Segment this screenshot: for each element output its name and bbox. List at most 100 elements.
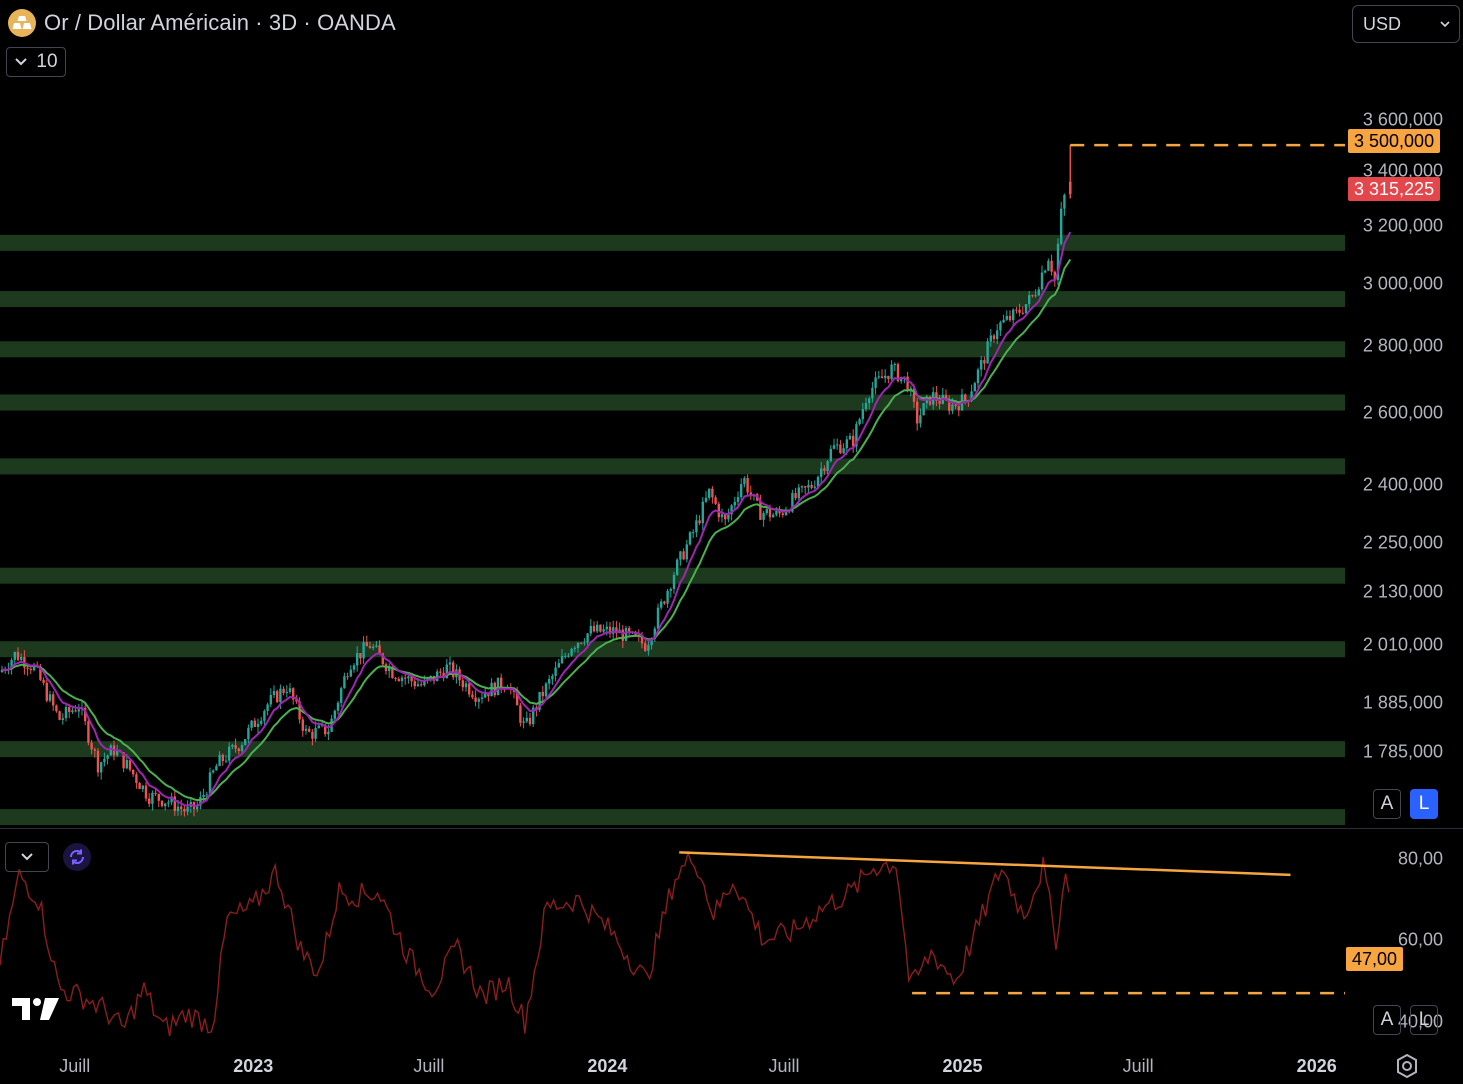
candle-body: [532, 707, 535, 725]
candle-body: [599, 624, 602, 632]
candle-body: [324, 724, 327, 735]
candle-body: [596, 624, 599, 632]
gold-bars-icon[interactable]: [8, 9, 36, 37]
rsi-level-tag: 47,00: [1346, 947, 1404, 971]
candle-body: [842, 448, 845, 454]
candle-body: [359, 653, 362, 659]
candle-body: [132, 769, 135, 775]
candle-body: [224, 760, 228, 762]
candle-body: [522, 721, 525, 723]
candle-body: [439, 671, 442, 673]
candle-body: [711, 488, 714, 498]
candle-body: [1060, 208, 1063, 244]
rsi-tick-label: 40,00: [1397, 1011, 1443, 1032]
rsi-auto-scale-button[interactable]: A: [1373, 1005, 1401, 1035]
candle-body: [720, 514, 724, 518]
candle-body: [983, 360, 986, 364]
candle-body: [839, 444, 842, 454]
candle-body: [880, 376, 884, 379]
candle-body: [183, 808, 186, 812]
candle-body: [148, 798, 151, 804]
support-resistance-zone: [0, 291, 1345, 308]
candle-body: [519, 705, 522, 723]
candle-body: [708, 488, 711, 498]
candle-body: [999, 322, 1002, 331]
candle-body: [848, 435, 852, 440]
candle-body: [381, 653, 384, 665]
candle-body: [42, 679, 45, 683]
candle-body: [314, 728, 317, 739]
candle-body: [272, 691, 276, 696]
rsi-collapse-button[interactable]: [5, 842, 49, 872]
auto-scale-button[interactable]: A: [1373, 789, 1401, 819]
candle-body: [416, 684, 420, 687]
support-resistance-zone: [0, 341, 1345, 358]
target-price-tag: 3 500,000: [1348, 129, 1441, 153]
time-tick-year: 2025: [942, 1056, 983, 1076]
candle-body: [564, 655, 567, 657]
candle-body: [196, 805, 199, 810]
log-scale-button[interactable]: L: [1410, 789, 1438, 819]
candle-body: [378, 645, 381, 654]
symbol-title[interactable]: Or / Dollar Américain · 3D · OANDA: [44, 10, 396, 35]
support-resistance-zone: [0, 741, 1345, 758]
candle-body: [746, 478, 749, 493]
candle-body: [452, 662, 455, 678]
candle-body: [676, 559, 679, 575]
candle-body: [128, 760, 132, 770]
candle-body: [311, 731, 314, 739]
candle-body: [820, 468, 823, 477]
candle-body: [1024, 304, 1028, 314]
legend-toggle-button[interactable]: 10: [6, 47, 66, 77]
price-tick-label: 3 600,000: [1362, 109, 1443, 130]
candle-body: [976, 369, 980, 384]
candle-body: [871, 387, 874, 399]
support-resistance-zone: [0, 641, 1345, 658]
candle-body: [109, 745, 112, 756]
axis-mask: [1345, 780, 1463, 828]
candle-body: [861, 409, 864, 420]
candle-body: [292, 688, 295, 700]
candle-body: [992, 335, 996, 340]
candle-body: [180, 806, 183, 809]
candle-body: [948, 399, 951, 411]
candle-body: [759, 500, 762, 520]
sync-icon[interactable]: [63, 843, 91, 871]
candle-body: [375, 645, 378, 647]
candle-body: [1002, 319, 1005, 323]
candle-body: [989, 335, 992, 342]
candle-body: [736, 497, 740, 502]
candle-body: [986, 341, 989, 364]
candle-body: [922, 403, 925, 416]
candle-body: [592, 625, 596, 632]
candle-body: [116, 751, 119, 756]
tradingview-logo-icon[interactable]: [12, 996, 62, 1027]
candle-body: [586, 633, 589, 643]
pane-divider[interactable]: [0, 828, 1463, 829]
candle-body: [810, 484, 813, 488]
candle-body: [602, 629, 605, 632]
candle-body: [10, 659, 13, 669]
candle-body: [90, 742, 93, 750]
candle-body: [807, 484, 810, 488]
candle-body: [608, 626, 612, 634]
candle-body: [791, 493, 794, 512]
candle-body: [570, 648, 573, 656]
candle-body: [61, 718, 64, 720]
candle-body: [730, 505, 733, 515]
candle-body: [0, 669, 4, 673]
currency-select[interactable]: USD: [1352, 5, 1460, 43]
candle-body: [170, 796, 173, 803]
candle-body: [269, 695, 272, 705]
rsi-log-scale-button[interactable]: L: [1410, 1005, 1438, 1035]
candle-body: [202, 794, 205, 797]
candle-body: [87, 721, 90, 743]
candle-body: [685, 544, 688, 560]
candle-body: [957, 406, 960, 411]
settings-icon[interactable]: [1394, 1053, 1420, 1084]
candle-body: [813, 486, 816, 488]
candle-body: [727, 514, 730, 520]
candle-body: [541, 691, 544, 697]
chart-header: Or / Dollar Américain · 3D · OANDA: [8, 6, 396, 40]
